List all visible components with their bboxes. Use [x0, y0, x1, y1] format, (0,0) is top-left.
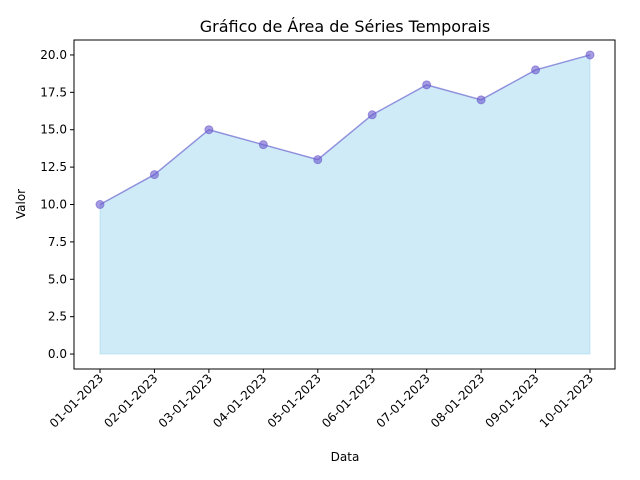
data-point-10	[585, 50, 595, 60]
series-line	[99, 54, 591, 206]
y-tick-label-5: 10.0	[40, 198, 67, 212]
x-axis-label: Data	[331, 450, 360, 464]
y-tick-label-8: 17.5	[40, 85, 67, 99]
y-tick-label-2: 2.5	[48, 310, 67, 324]
data-point-9	[531, 65, 541, 75]
data-point-5	[313, 155, 323, 165]
y-tick-label-7: 15.0	[40, 123, 67, 137]
plot-layer	[95, 50, 595, 355]
data-point-7	[422, 80, 432, 90]
chart-title: Gráfico de Área de Séries Temporais	[200, 17, 491, 36]
y-axis-label: Valor	[14, 189, 28, 219]
y-tick-label-6: 12.5	[40, 160, 67, 174]
data-point-6	[367, 110, 377, 120]
y-tick-label-4: 7.5	[48, 235, 67, 249]
y-tick-label-3: 5.0	[48, 272, 67, 286]
data-point-4	[258, 140, 268, 150]
y-tick-label-9: 20.0	[40, 48, 67, 62]
data-point-1	[95, 200, 105, 209]
data-point-2	[149, 170, 159, 180]
data-point-8	[476, 95, 486, 105]
y-tick-label-1: 0.0	[48, 347, 67, 361]
data-point-3	[204, 125, 214, 135]
